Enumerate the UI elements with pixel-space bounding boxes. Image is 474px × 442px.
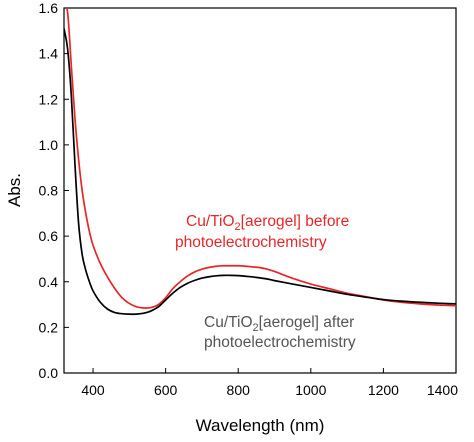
annotation-after-prefix: Cu/TiO <box>204 314 253 331</box>
y-axis-label: Abs. <box>5 173 24 207</box>
y-tick-label: 0.0 <box>39 365 59 381</box>
y-tick-label: 1.2 <box>39 91 59 107</box>
annotation-before-line1: Cu/TiO2[aerogel] before <box>186 213 349 233</box>
annotation-before-subscript: 2 <box>235 221 241 233</box>
series-line-before <box>65 8 456 309</box>
series-layer <box>64 8 456 316</box>
y-tick-label: 1.4 <box>39 46 59 62</box>
x-tick-label: 1000 <box>295 382 326 398</box>
x-tick-label: 600 <box>154 382 178 398</box>
x-tick-label: 1400 <box>427 382 458 398</box>
annotation-after-line1: Cu/TiO2[aerogel] after <box>204 314 354 334</box>
annotation-after-suffix: [aerogel] after <box>259 314 355 331</box>
y-axis: 0.0 0.2 0.4 0.6 0.8 1.0 1.2 1.4 1.6 <box>39 0 69 381</box>
annotation-after-subscript: 2 <box>253 322 259 334</box>
y-tick-label: 0.2 <box>39 319 59 335</box>
annotation-before: Cu/TiO2[aerogel] before photoelectrochem… <box>175 213 349 251</box>
x-tick-label: 1200 <box>368 382 399 398</box>
x-tick-label: 800 <box>227 382 251 398</box>
series-line-after <box>64 28 456 316</box>
annotation-before-prefix: Cu/TiO <box>186 213 235 230</box>
annotation-after-line2: photoelectrochemistry <box>204 334 356 351</box>
y-tick-label: 0.4 <box>39 274 59 290</box>
y-tick-label: 1.0 <box>39 137 59 153</box>
x-axis-label: Wavelength (nm) <box>196 416 325 435</box>
annotation-after: Cu/TiO2[aerogel] after photoelectrochemi… <box>204 314 356 351</box>
y-tick-label: 0.8 <box>39 183 59 199</box>
y-tick-label: 1.6 <box>39 0 59 16</box>
annotation-before-suffix: [aerogel] before <box>241 213 350 230</box>
y-tick-label: 0.6 <box>39 228 59 244</box>
x-tick-label: 400 <box>81 382 105 398</box>
annotation-before-line2: photoelectrochemistry <box>175 234 327 251</box>
x-axis: 400 600 800 1000 1200 1400 <box>81 368 458 398</box>
